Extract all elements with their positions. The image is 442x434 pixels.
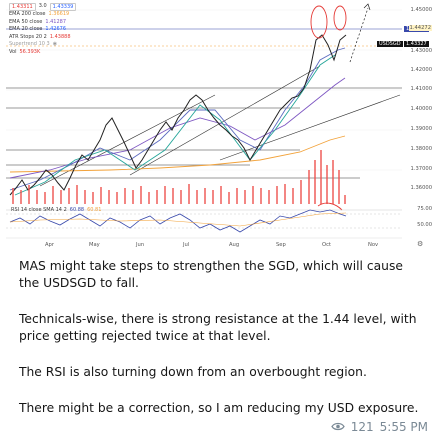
- legend-name: Vol: [9, 48, 17, 55]
- legend-value: 1.42676: [45, 26, 67, 33]
- price-chart: [6, 3, 402, 239]
- rsi-legend-name: RSI 14 close SMA 14 2: [11, 207, 67, 213]
- y-tick: 1.42000: [410, 67, 432, 73]
- x-tick: Jun: [136, 242, 145, 248]
- y-axis: 1.45000 1.44272 1.43000 1.42000 1.41000 …: [390, 0, 434, 232]
- legend-row-ema20: EMA 20 close 1.42676: [9, 26, 76, 34]
- legend-name: Supertrend 10 3: [9, 41, 50, 48]
- message-time: 5:55 PM: [379, 420, 428, 434]
- legend-value: 1.36619: [48, 11, 70, 17]
- x-tick: Sep: [276, 242, 286, 248]
- eye-icon[interactable]: ◉: [52, 41, 58, 48]
- legend-name: EMA 50 close: [9, 18, 43, 25]
- price-tag-1: 1.43327: [404, 41, 429, 47]
- y-tick: 1.39000: [410, 126, 432, 132]
- legend-name: ATR Stops 20 2: [9, 33, 47, 40]
- y-tick: 1.43000: [410, 48, 432, 54]
- x-tick: May: [89, 242, 100, 248]
- legend-row-atr: ATR Stops 20 2 1.43888: [9, 34, 76, 42]
- chart-screenshot: 1.43311 3.0 1.43339 EMA 200 close 1.3661…: [0, 0, 442, 253]
- y-tick: 1.44272: [408, 25, 432, 31]
- message-meta: 121 5:55 PM: [331, 420, 428, 434]
- legend-header-value1: 1.43311: [9, 3, 36, 11]
- legend-row-ema200: EMA 200 close 1.36619: [9, 11, 76, 19]
- legend-value: 1.41287: [45, 18, 67, 25]
- eye-icon: [331, 420, 345, 434]
- rsi-legend-value1: 60.88: [69, 207, 85, 213]
- y-tick: 1.37000: [410, 166, 432, 172]
- y-tick: 1.36000: [410, 185, 432, 191]
- y-tick: 1.41000: [410, 86, 432, 92]
- symbol-tag: USDSGD: [377, 41, 403, 47]
- x-tick: Aug: [229, 242, 240, 248]
- legend-row-vol: Vol 56.393K: [9, 49, 76, 57]
- message-paragraph: The RSI is also turning down from an ove…: [19, 365, 367, 379]
- rsi-tick: 50.00: [417, 222, 432, 228]
- x-tick: Nov: [368, 242, 379, 248]
- x-tick: Oct: [322, 242, 331, 248]
- message-paragraph: Technicals-wise, there is strong resista…: [19, 312, 417, 343]
- legend-name: EMA 200 close: [9, 11, 46, 17]
- y-tick: 1.38000: [410, 146, 432, 152]
- legend-value: 56.393K: [19, 48, 41, 55]
- x-tick: Jul: [183, 242, 190, 248]
- legend-row-ema50: EMA 50 close 1.41287: [9, 19, 76, 27]
- message-bubble: MAS might take steps to strengthen the S…: [0, 252, 442, 434]
- legend-header-value2: 3.0: [38, 3, 47, 10]
- x-tick: Apr: [45, 242, 54, 248]
- view-count: 121: [350, 420, 374, 434]
- y-tick: 1.40000: [410, 106, 432, 112]
- rsi-legend-value2: 60.81: [87, 207, 102, 213]
- settings-gear-icon[interactable]: ⚙: [417, 240, 424, 248]
- chart-legend: 1.43311 3.0 1.43339 EMA 200 close 1.3661…: [9, 3, 77, 57]
- message-paragraph: MAS might take steps to strengthen the S…: [19, 259, 403, 290]
- legend-header: 1.43311 3.0 1.43339: [9, 3, 77, 11]
- y-tick: 1.45000: [410, 7, 432, 13]
- rsi-tick: 75.00: [417, 206, 432, 212]
- rsi-legend: RSI 14 close SMA 14 2 60.88 60.81: [11, 207, 101, 213]
- message-paragraph: There might be a correction, so I am red…: [19, 401, 419, 415]
- legend-value: 1.43888: [49, 33, 71, 40]
- legend-name: EMA 20 close: [9, 26, 43, 33]
- legend-row-supertrend: Supertrend 10 3 ◉: [9, 41, 76, 49]
- legend-header-value3: 1.43339: [49, 3, 77, 11]
